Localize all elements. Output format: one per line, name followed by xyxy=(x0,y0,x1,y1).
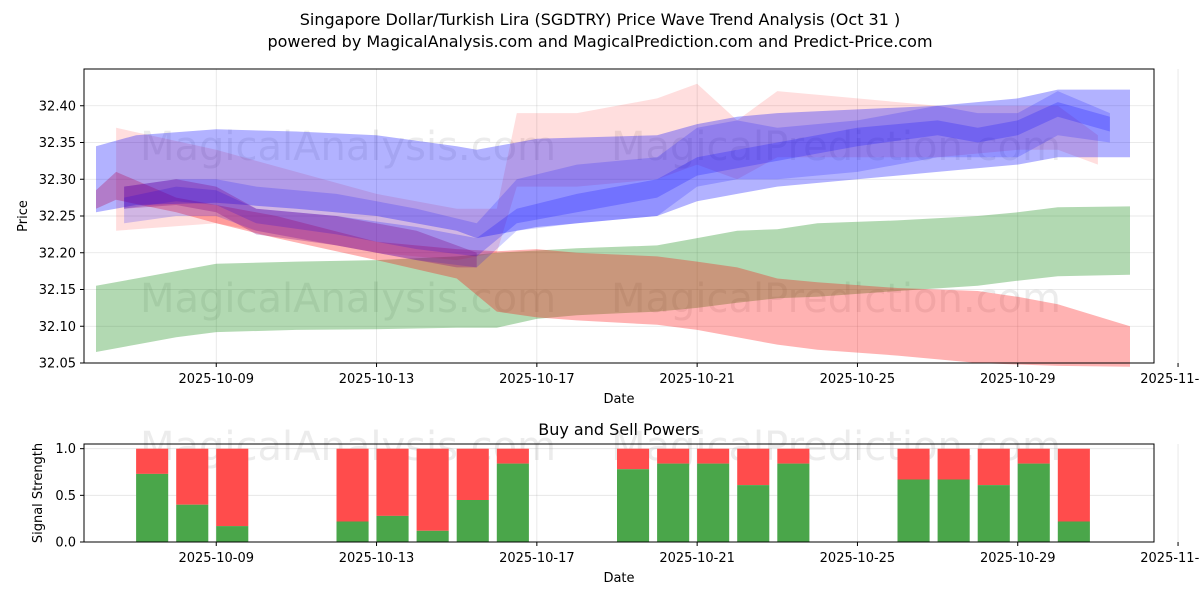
signal-x-tick-label: 2025-10-29 xyxy=(980,551,1056,566)
buy-power-bar xyxy=(937,479,970,542)
signal-x-tick-label: 2025-10-09 xyxy=(178,551,254,566)
watermark-bottom-right: MagicalPrediction.com xyxy=(611,276,1061,322)
signal-x-tick-label: 2025-10-17 xyxy=(499,551,575,566)
buy-power-bar xyxy=(216,526,249,542)
buy-power-bar xyxy=(376,515,409,542)
sell-power-bar xyxy=(657,448,690,464)
signal-plot-frame xyxy=(83,443,1155,543)
buy-power-bar xyxy=(416,530,449,542)
watermark-top-left: MagicalAnalysis.com xyxy=(140,124,556,170)
buy-power-bar xyxy=(657,463,690,542)
sell-power-bar xyxy=(1057,448,1090,522)
price-x-tick-label: 2025-10-25 xyxy=(820,372,896,387)
sell-power-bar xyxy=(136,448,169,474)
price-y-tick-label: 32.30 xyxy=(39,173,76,188)
price-x-ticks: 2025-10-09 2025-10-13 2025-10-17 2025-10-21… xyxy=(178,363,1200,387)
watermark-bottom-left: MagicalAnalysis.com xyxy=(140,276,556,322)
price-watermarks: MagicalAnalysis.com MagicalPrediction.co… xyxy=(140,124,1061,322)
watermark-top-right: MagicalPrediction.com xyxy=(611,124,1061,170)
buy-power-bar xyxy=(136,473,169,542)
blue-mid xyxy=(124,91,1110,268)
chart-subtitle: powered by MagicalAnalysis.com and Magic… xyxy=(267,32,932,51)
signal-y-tick-label: 1.0 xyxy=(55,442,76,457)
signal-x-tick-label: 2025-10-25 xyxy=(820,551,896,566)
buy-power-bar xyxy=(1057,521,1090,542)
price-y-tick-label: 32.05 xyxy=(39,357,76,372)
buy-power-bar xyxy=(1017,463,1050,542)
signal-x-tick-label: 2025-10-13 xyxy=(339,551,415,566)
price-y-tick-label: 32.35 xyxy=(39,136,76,151)
buy-power-bar xyxy=(617,469,650,542)
sell-power-bar xyxy=(737,448,770,486)
sell-power-bar xyxy=(897,448,930,480)
signal-y-tick-label: 0.5 xyxy=(55,489,76,504)
sell-power-bar xyxy=(617,448,650,470)
buy-power-bar xyxy=(777,463,810,542)
price-x-tick-label: 2025-10-29 xyxy=(980,372,1056,387)
price-y-tick-label: 32.25 xyxy=(39,210,76,225)
price-chart: MagicalAnalysis.com MagicalPrediction.co… xyxy=(16,68,1200,407)
signal-bars xyxy=(136,448,1090,542)
buy-power-bar xyxy=(336,521,369,542)
chart-title: Singapore Dollar/Turkish Lira (SGDTRY) P… xyxy=(300,10,901,29)
price-y-axis-label: Price xyxy=(16,200,31,232)
red-wave xyxy=(116,83,1098,261)
sell-power-bar xyxy=(496,448,529,464)
purple-band xyxy=(124,179,477,268)
price-x-tick-label: 2025-10-17 xyxy=(499,372,575,387)
buy-power-bar xyxy=(897,479,930,542)
signal-chart: MagicalAnalysis.com MagicalPrediction.co… xyxy=(31,424,1200,586)
sell-power-bar xyxy=(416,448,449,531)
buy-power-bar xyxy=(697,463,730,542)
signal-x-tick-label: 2025-11-01 xyxy=(1140,551,1200,566)
price-y-tick-label: 32.20 xyxy=(39,246,76,261)
signal-chart-title: Buy and Sell Powers xyxy=(538,420,700,439)
signal-x-ticks: 2025-10-09 2025-10-13 2025-10-17 2025-10-21… xyxy=(178,542,1200,566)
sell-power-bar xyxy=(977,448,1010,486)
sell-power-bar xyxy=(777,448,810,464)
green-band xyxy=(96,206,1130,352)
sell-power-bar xyxy=(456,448,489,500)
sell-power-bar xyxy=(216,448,249,527)
price-x-tick-label: 2025-11-01 xyxy=(1140,372,1200,387)
blue-core xyxy=(124,102,1110,257)
price-x-axis-label: Date xyxy=(603,392,634,407)
buy-power-bar xyxy=(176,504,209,542)
sell-power-bar xyxy=(336,448,369,522)
sell-power-bar xyxy=(697,448,730,464)
buy-power-bar xyxy=(977,485,1010,542)
signal-y-axis-label: Signal Strength xyxy=(31,443,46,543)
price-x-tick-label: 2025-10-21 xyxy=(659,372,735,387)
signal-x-axis-label: Date xyxy=(603,571,634,586)
signal-y-tick-label: 0.0 xyxy=(55,536,76,551)
buy-power-bar xyxy=(737,485,770,542)
sell-power-bar xyxy=(376,448,409,516)
price-y-tick-label: 32.40 xyxy=(39,99,76,114)
price-x-tick-label: 2025-10-09 xyxy=(178,372,254,387)
sell-power-bar xyxy=(1017,448,1050,464)
buy-power-bar xyxy=(456,500,489,542)
price-y-tick-label: 32.10 xyxy=(39,320,76,335)
signal-x-tick-label: 2025-10-21 xyxy=(659,551,735,566)
signal-y-ticks: 0.0 0.5 1.0 xyxy=(55,442,84,551)
price-y-tick-label: 32.15 xyxy=(39,283,76,298)
price-y-ticks: 32.05 32.10 32.15 32.20 32.25 32.30 32.35 32.40 xyxy=(39,99,84,372)
sell-power-bar xyxy=(937,448,970,480)
red-band xyxy=(96,171,1130,367)
sell-power-bar xyxy=(176,448,209,505)
blue-wide xyxy=(96,89,1130,239)
buy-power-bar xyxy=(496,463,529,542)
price-series xyxy=(96,83,1130,367)
price-x-tick-label: 2025-10-13 xyxy=(339,372,415,387)
